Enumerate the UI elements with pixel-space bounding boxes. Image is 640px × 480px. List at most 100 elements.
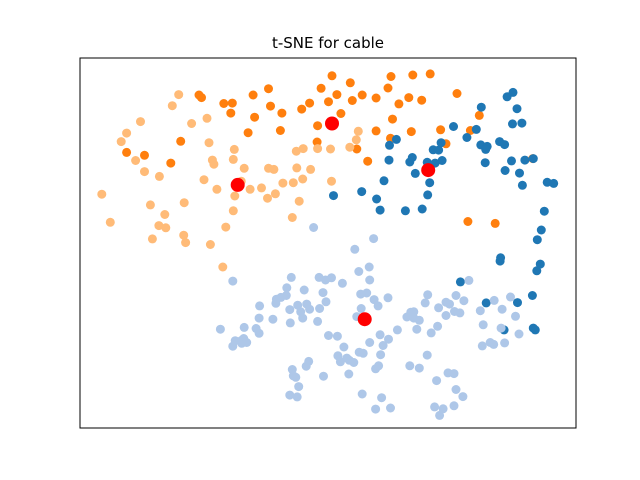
scatter-point-cluster-light-orange [294, 196, 304, 206]
scatter-point-cluster-dark-blue [423, 190, 433, 200]
scatter-point-cluster-light-blue [500, 338, 510, 348]
scatter-point-cluster-light-blue [475, 306, 485, 316]
scatter-point-cluster-light-orange [154, 221, 164, 231]
scatter-point-cluster-dark-orange [452, 89, 462, 98]
scatter-point-cluster-light-blue [365, 275, 375, 285]
scatter-point-cluster-light-blue [356, 289, 366, 299]
scatter-point-cluster-light-orange [97, 189, 107, 199]
scatter-point-cluster-dark-orange [490, 218, 500, 228]
scatter-point-cluster-light-orange [145, 200, 155, 210]
scatter-point-cluster-light-orange [345, 142, 355, 152]
scatter-point-cluster-dark-orange [383, 83, 393, 93]
scatter-point-cluster-dark-orange [406, 127, 416, 137]
scatter-point-cluster-dark-orange [316, 83, 326, 93]
scatter-point-cluster-dark-orange [404, 93, 414, 103]
scatter-point-cluster-light-blue [458, 392, 468, 402]
scatter-point-cluster-dark-blue [520, 155, 530, 165]
scatter-point-cluster-light-blue [339, 342, 349, 352]
scatter-point-cluster-light-blue [506, 292, 515, 302]
scatter-point-cluster-dark-blue [495, 256, 505, 266]
scatter-point-cluster-dark-orange [327, 71, 337, 81]
scatter-point-cluster-light-blue [496, 323, 506, 333]
scatter-point-cluster-light-blue [350, 244, 360, 254]
scatter-point-cluster-dark-orange [275, 126, 285, 135]
scatter-point-cluster-light-orange [140, 167, 149, 177]
scatter-point-cluster-light-orange [353, 126, 363, 136]
scatter-point-cluster-light-blue [435, 410, 445, 420]
scatter-point-cluster-light-orange [288, 178, 298, 188]
scatter-point-cluster-dark-blue [407, 153, 417, 162]
scatter-point-cluster-dark-orange [388, 114, 397, 124]
scatter-point-cluster-light-orange [147, 234, 157, 244]
scatter-point-cluster-light-blue [327, 273, 336, 283]
scatter-point-cluster-light-blue [405, 361, 415, 371]
scatter-point-cluster-light-blue [318, 288, 328, 298]
scatter-point-cluster-light-blue [414, 363, 424, 373]
scatter-point-cluster-dark-orange [371, 93, 381, 103]
scatter-point-cluster-light-orange [199, 175, 209, 185]
scatter-point-cluster-light-blue [373, 301, 383, 311]
scatter-point-cluster-light-blue [384, 334, 393, 344]
scatter-point-cluster-dark-blue [535, 259, 545, 269]
scatter-point-cluster-light-orange [202, 113, 212, 123]
scatter-point-cluster-dark-orange [176, 136, 186, 146]
scatter-point-cluster-light-blue [432, 376, 442, 386]
points-layer [97, 69, 559, 420]
scatter-point-cluster-dark-blue [500, 166, 510, 175]
scatter-point-cluster-light-orange [105, 217, 115, 227]
scatter-point-cluster-light-blue [271, 294, 281, 304]
scatter-point-cluster-dark-orange [425, 69, 435, 79]
scatter-point-cluster-light-blue [315, 304, 325, 313]
scatter-point-cluster-light-blue [420, 298, 430, 308]
scatter-point-cluster-light-orange [167, 101, 177, 111]
scatter-point-cluster-light-blue [383, 293, 393, 303]
scatter-point-cluster-light-blue [335, 357, 345, 367]
scatter-point-cluster-light-blue [412, 324, 422, 334]
scatter-point-cluster-light-orange [122, 128, 132, 138]
scatter-point-cluster-light-blue [255, 301, 265, 311]
chart-title: t-SNE for cable [272, 34, 384, 52]
scatter-point-cluster-light-blue [228, 276, 238, 286]
scatter-point-cluster-light-blue [423, 290, 433, 300]
scatter-point-cluster-light-blue [434, 303, 444, 313]
scatter-point-cluster-dark-orange [312, 137, 322, 147]
scatter-point-cluster-dark-orange [357, 90, 367, 100]
scatter-point-cluster-light-blue [485, 338, 495, 347]
scatter-point-cluster-dark-orange [219, 99, 229, 108]
scatter-point-cluster-light-blue [426, 328, 436, 338]
scatter-point-cluster-dark-blue [512, 104, 522, 114]
scatter-point-cluster-dark-orange [227, 98, 237, 108]
scatter-point-cluster-dark-blue [436, 138, 446, 148]
scatter-point-cluster-light-blue [406, 307, 416, 317]
scatter-point-cluster-light-blue [364, 262, 374, 272]
scatter-point-cluster-light-orange [187, 119, 197, 128]
scatter-point-cluster-light-blue [332, 331, 342, 341]
scatter-point-cluster-light-blue [314, 272, 324, 282]
scatter-point-cluster-light-orange [131, 156, 141, 165]
scatter-point-cluster-light-blue [464, 275, 474, 285]
centroid-point [325, 116, 339, 131]
scatter-point-cluster-light-orange [298, 144, 308, 154]
scatter-point-cluster-dark-blue [549, 178, 559, 188]
scatter-point-cluster-dark-blue [471, 124, 481, 134]
scatter-point-cluster-light-orange [136, 117, 145, 127]
scatter-point-cluster-light-blue [374, 361, 384, 371]
scatter-point-cluster-light-blue [392, 325, 402, 335]
scatter-point-cluster-dark-orange [140, 150, 149, 160]
scatter-point-cluster-light-orange [205, 240, 215, 249]
scatter-point-cluster-dark-blue [500, 140, 510, 150]
scatter-point-cluster-light-orange [212, 184, 222, 194]
scatter-point-cluster-light-blue [337, 278, 347, 288]
scatter-point-cluster-light-blue [369, 234, 379, 244]
scatter-point-cluster-light-blue [285, 390, 295, 400]
scatter-point-cluster-light-blue [455, 308, 465, 318]
scatter-point-cluster-dark-blue [400, 206, 410, 216]
scatter-point-cluster-light-blue [228, 341, 238, 351]
scatter-point-cluster-light-orange [257, 183, 266, 193]
scatter-point-cluster-light-blue [324, 331, 333, 340]
scatter-point-cluster-light-blue [438, 404, 448, 414]
scatter-point-cluster-light-orange [154, 171, 164, 181]
scatter-point-cluster-dark-blue [532, 235, 542, 245]
scatter-point-cluster-light-orange [269, 164, 279, 174]
